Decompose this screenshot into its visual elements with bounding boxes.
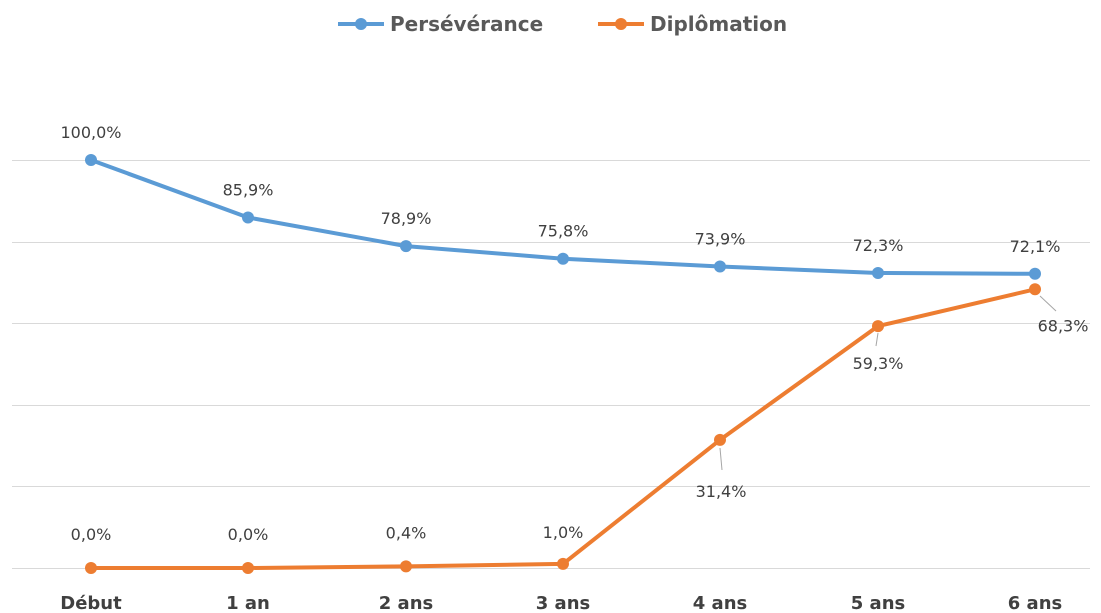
data-point-1-5	[872, 320, 884, 333]
leader-line-1-6	[1039, 295, 1057, 312]
data-point-0-4	[714, 260, 726, 273]
data-label-1-0: 0,0%	[71, 525, 112, 544]
leader-line-1-5	[875, 332, 879, 347]
data-point-1-2	[400, 560, 412, 573]
data-point-0-6	[1029, 267, 1041, 280]
data-point-0-1	[242, 211, 254, 224]
data-point-1-1	[242, 562, 254, 574]
data-labels: 100,0% 85,9% 78,9% 75,8% 73,9% 72,3% 72,1% 0,0%…	[60, 123, 1088, 544]
data-label-1-2: 0,4%	[386, 523, 427, 542]
data-label-0-2: 78,9%	[381, 209, 432, 228]
data-label-0-3: 75,8%	[538, 222, 589, 241]
x-tick-label-3: 3 ans	[536, 593, 590, 613]
data-point-1-3	[557, 557, 569, 570]
x-tick-label-1: 1 an	[226, 593, 270, 613]
legend: Persévérance Diplômation	[338, 12, 787, 36]
data-label-0-5: 72,3%	[853, 236, 904, 255]
x-tick-label-4: 4 ans	[693, 593, 747, 613]
data-point-1-4	[714, 433, 726, 446]
series-layer	[85, 154, 1041, 574]
legend-label-1: Diplômation	[650, 12, 787, 36]
data-label-1-4: 31,4%	[696, 482, 747, 501]
x-tick-label-6: 6 ans	[1008, 593, 1062, 613]
data-label-0-1: 85,9%	[223, 181, 274, 200]
legend-swatch-marker-1	[615, 18, 627, 30]
data-point-1-6	[1029, 283, 1041, 296]
data-label-1-5: 59,3%	[853, 354, 904, 373]
data-point-1-0	[85, 562, 97, 574]
gridlines	[12, 160, 1090, 569]
data-point-0-2	[400, 240, 412, 253]
legend-swatch-marker-0	[355, 18, 367, 30]
x-tick-label-2: 2 ans	[379, 593, 433, 613]
data-point-0-5	[872, 267, 884, 279]
leader-lines	[719, 295, 1057, 471]
data-label-0-6: 72,1%	[1010, 237, 1061, 256]
data-point-0-0	[85, 154, 97, 166]
data-label-1-6: 68,3%	[1038, 316, 1089, 335]
leader-line-1-4	[719, 447, 723, 471]
data-label-1-3: 1,0%	[543, 523, 584, 542]
x-tick-label-5: 5 ans	[851, 593, 905, 613]
data-label-1-1: 0,0%	[228, 525, 269, 544]
x-tick-label-0: Début	[60, 593, 122, 613]
data-label-0-0: 100,0%	[60, 123, 121, 142]
data-label-0-4: 73,9%	[695, 229, 746, 248]
legend-label-0: Persévérance	[390, 12, 543, 36]
x-axis: Début 1 an 2 ans 3 ans 4 ans 5 ans 6 ans	[60, 593, 1062, 613]
data-point-0-3	[557, 252, 569, 265]
